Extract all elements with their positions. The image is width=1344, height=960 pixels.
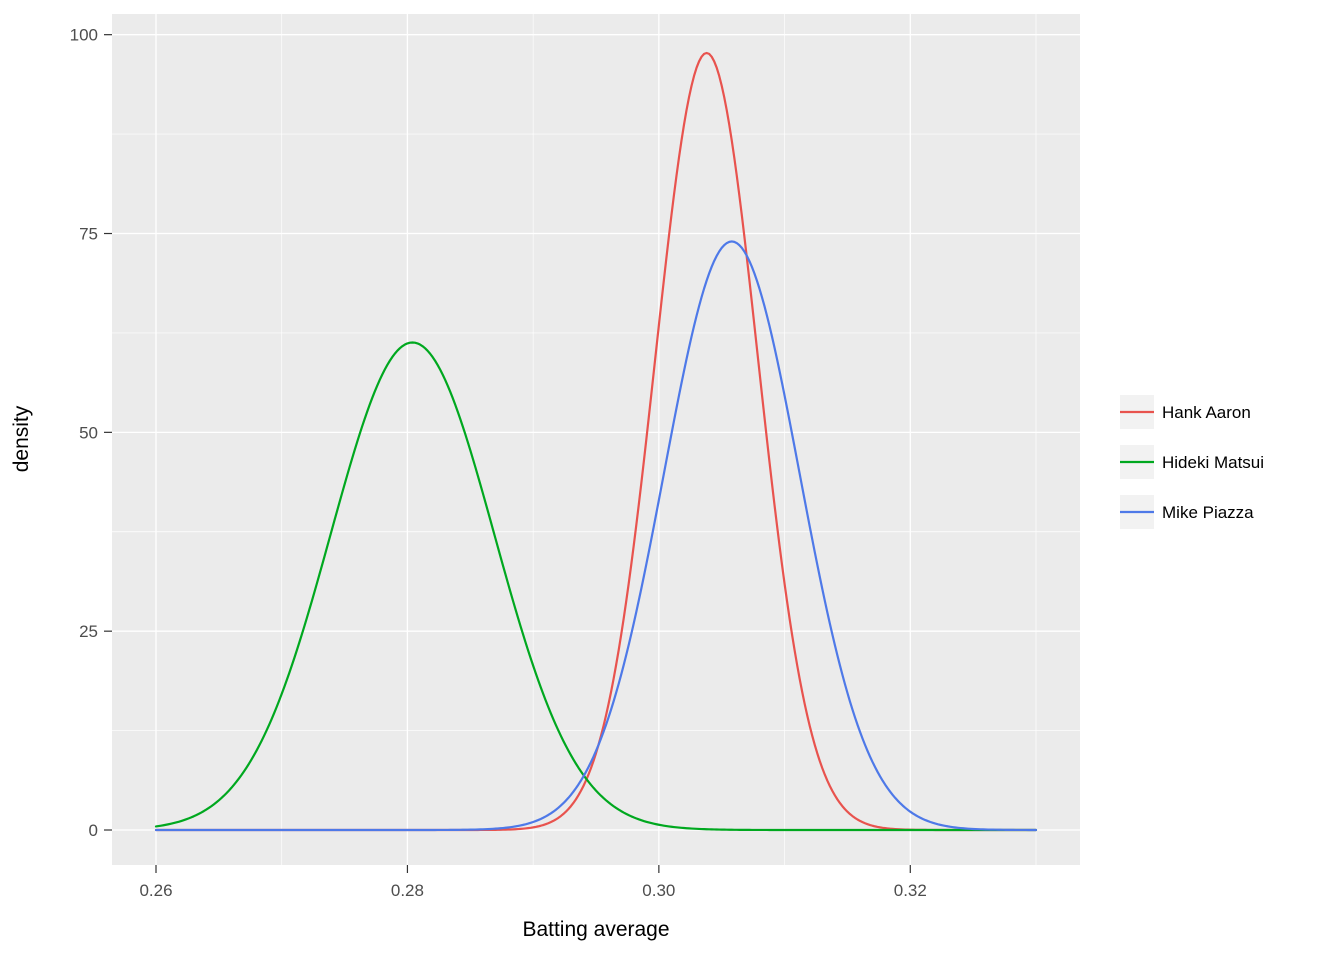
density-curve-mike-piazza: [154, 240, 1038, 832]
legend-label: Mike Piazza: [1162, 503, 1254, 522]
legend-label: Hank Aaron: [1162, 403, 1251, 422]
y-axis-tick-labels: 0 25 50 75 100: [70, 26, 98, 840]
y-tick-label: 50: [79, 423, 98, 442]
y-tick-label: 25: [79, 622, 98, 641]
plot-panel: [112, 14, 1080, 865]
x-tick-label: 0.30: [642, 881, 675, 900]
x-tick-label: 0.26: [139, 881, 172, 900]
legend-item-hideki-matsui: Hideki Matsui: [1120, 445, 1264, 479]
legend: Hank Aaron Hideki Matsui Mike Piazza: [1120, 395, 1264, 529]
legend-label: Hideki Matsui: [1162, 453, 1264, 472]
x-axis-tick-labels: 0.26 0.28 0.30 0.32: [139, 881, 926, 900]
grid-minor: [112, 14, 1080, 865]
y-tick-label: 0: [89, 821, 98, 840]
legend-item-hank-aaron: Hank Aaron: [1120, 395, 1251, 429]
y-tick-label: 75: [79, 225, 98, 244]
y-tick-label: 100: [70, 26, 98, 45]
axis-ticks: [104, 34, 911, 873]
legend-item-mike-piazza: Mike Piazza: [1120, 495, 1254, 529]
x-tick-label: 0.32: [894, 881, 927, 900]
density-curve-hideki-matsui: [154, 341, 1038, 832]
x-tick-label: 0.28: [391, 881, 424, 900]
x-axis-title: Batting average: [522, 918, 669, 941]
y-axis-title: density: [10, 405, 33, 472]
density-curves: [154, 51, 1038, 832]
